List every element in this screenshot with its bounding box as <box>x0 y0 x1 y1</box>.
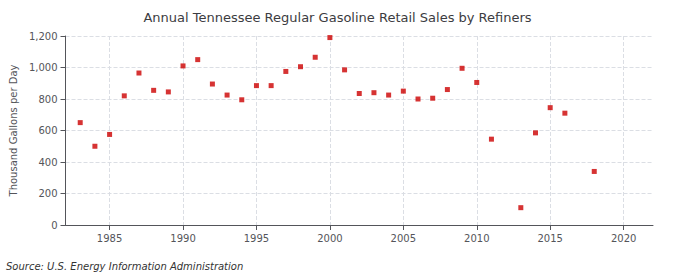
svg-text:200: 200 <box>38 188 57 199</box>
svg-text:1985: 1985 <box>97 233 122 244</box>
svg-text:2000: 2000 <box>317 233 342 244</box>
svg-text:2015: 2015 <box>537 233 562 244</box>
svg-text:400: 400 <box>38 157 57 168</box>
svg-text:2010: 2010 <box>464 233 489 244</box>
svg-text:2020: 2020 <box>611 233 636 244</box>
svg-text:Annual Tennessee Regular Gasol: Annual Tennessee Regular Gasoline Retail… <box>143 10 531 25</box>
svg-text:Source: U.S. Energy Informatio: Source: U.S. Energy Information Administ… <box>6 261 243 272</box>
svg-text:0: 0 <box>51 220 57 231</box>
svg-text:2005: 2005 <box>391 233 416 244</box>
svg-text:1,000: 1,000 <box>29 62 58 73</box>
svg-text:1,200: 1,200 <box>29 31 58 42</box>
svg-text:800: 800 <box>38 94 57 105</box>
svg-text:600: 600 <box>38 125 57 136</box>
svg-text:Thousand Gallons per Day: Thousand Gallons per Day <box>8 64 19 197</box>
svg-text:1995: 1995 <box>244 233 269 244</box>
svg-text:1990: 1990 <box>170 233 195 244</box>
